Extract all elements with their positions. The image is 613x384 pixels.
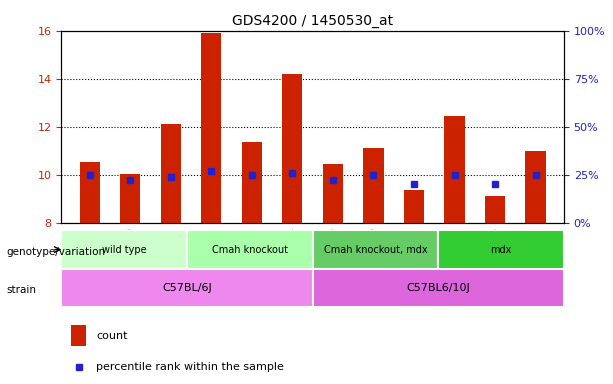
Text: Cmah knockout, mdx: Cmah knockout, mdx [324,245,427,255]
FancyBboxPatch shape [61,230,187,269]
Bar [80,162,100,223]
Bar [323,164,343,223]
FancyBboxPatch shape [438,230,564,269]
Text: mdx: mdx [490,245,512,255]
Bar [364,148,384,223]
Text: C57BL6/10J: C57BL6/10J [406,283,470,293]
FancyBboxPatch shape [187,230,313,269]
Bar [282,74,302,223]
Text: Cmah knockout: Cmah knockout [212,245,287,255]
Text: percentile rank within the sample: percentile rank within the sample [96,362,284,372]
Bar [485,196,505,223]
Bar [161,124,181,223]
Text: count: count [96,331,128,341]
Text: genotype/variation: genotype/variation [6,247,105,257]
Text: C57BL/6J: C57BL/6J [162,283,212,293]
Title: GDS4200 / 1450530_at: GDS4200 / 1450530_at [232,14,393,28]
Bar [71,325,86,346]
Bar [525,151,546,223]
Bar [201,33,221,223]
Bar [242,142,262,223]
FancyBboxPatch shape [313,230,438,269]
Bar [120,174,140,223]
Text: strain: strain [6,285,36,295]
Text: wild type: wild type [102,245,147,255]
Bar [444,116,465,223]
Bar [404,190,424,223]
FancyBboxPatch shape [313,269,564,307]
FancyBboxPatch shape [61,269,313,307]
